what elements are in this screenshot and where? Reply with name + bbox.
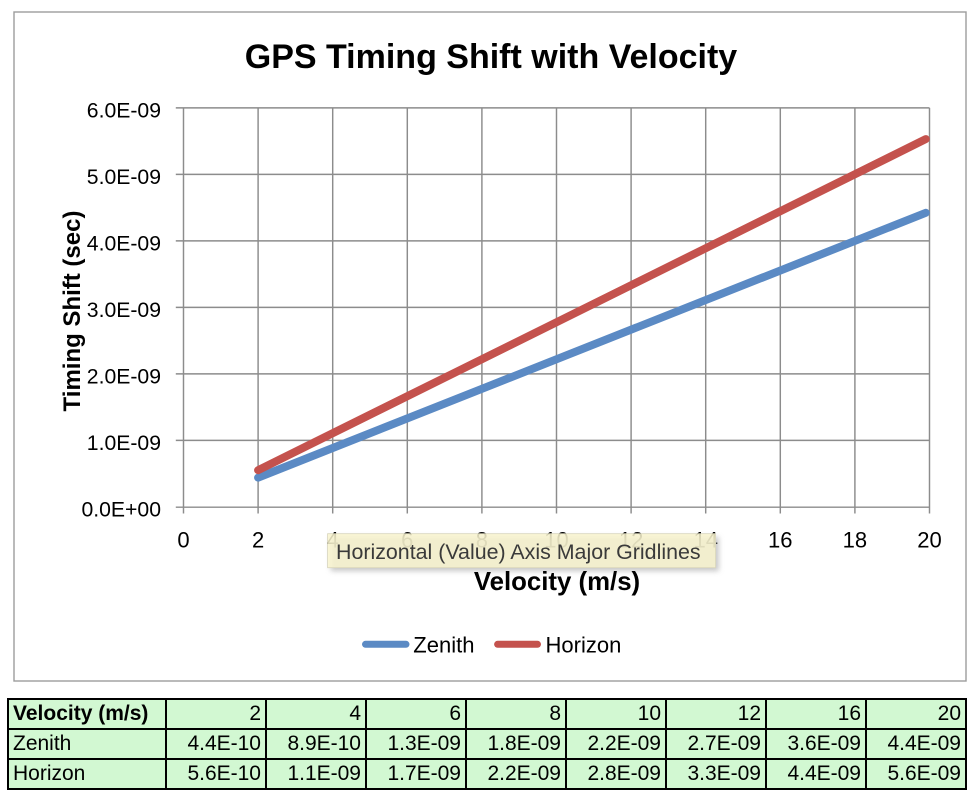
svg-text:4.0E-09: 4.0E-09 — [87, 232, 161, 255]
svg-text:0: 0 — [177, 528, 189, 553]
svg-text:Horizontal (Value) Axis Major: Horizontal (Value) Axis Major Gridlines — [336, 540, 701, 564]
svg-text:6.0E-09: 6.0E-09 — [87, 99, 161, 122]
svg-text:5.0E-09: 5.0E-09 — [87, 166, 161, 189]
svg-text:Horizon: Horizon — [546, 632, 622, 657]
svg-text:Zenith: Zenith — [413, 632, 474, 657]
svg-text:1.0E-09: 1.0E-09 — [87, 432, 161, 455]
svg-text:20: 20 — [917, 528, 941, 553]
svg-text:0.0E+00: 0.0E+00 — [81, 499, 161, 522]
svg-text:Timing Shift (sec): Timing Shift (sec) — [59, 211, 86, 412]
svg-text:2: 2 — [252, 528, 264, 553]
svg-text:3.0E-09: 3.0E-09 — [87, 299, 161, 322]
svg-text:18: 18 — [843, 528, 867, 553]
svg-text:2.0E-09: 2.0E-09 — [87, 365, 161, 388]
svg-text:Velocity (m/s): Velocity (m/s) — [474, 568, 640, 596]
svg-text:16: 16 — [768, 528, 792, 553]
svg-text:GPS Timing Shift with Velocity: GPS Timing Shift with Velocity — [245, 38, 738, 76]
